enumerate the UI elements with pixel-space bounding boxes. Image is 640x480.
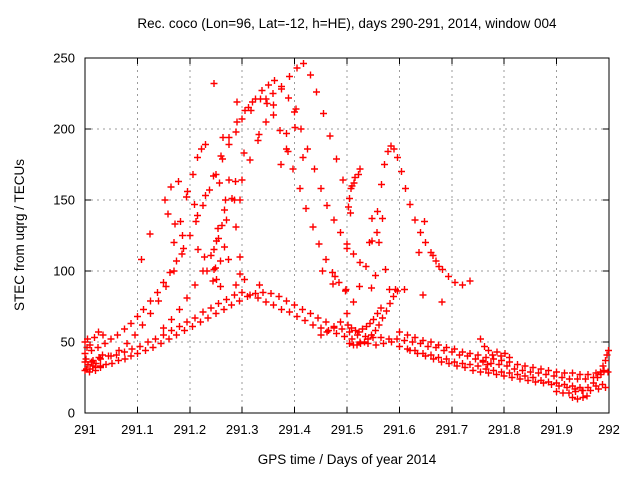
x-tick-label: 291.2 <box>174 422 207 437</box>
x-tick-label: 291.3 <box>226 422 259 437</box>
x-tick-label: 291.4 <box>278 422 311 437</box>
x-axis-label: GPS time / Days of year 2014 <box>257 452 437 467</box>
x-tick-label: 291.9 <box>540 422 573 437</box>
y-tick-label: 250 <box>53 51 75 66</box>
y-tick-label: 200 <box>53 122 75 137</box>
x-tick-label: 291.8 <box>488 422 521 437</box>
x-tick-label: 292 <box>598 422 620 437</box>
y-axis-label: STEC from uqrg / TECUs <box>12 158 27 312</box>
x-tick-label: 291.5 <box>331 422 364 437</box>
y-tick-label: 0 <box>68 406 75 421</box>
x-tick-label: 291 <box>74 422 96 437</box>
y-tick-label: 100 <box>53 264 75 279</box>
chart-title: Rec. coco (Lon=96, Lat=-12, h=HE), days … <box>137 16 557 31</box>
x-tick-label: 291.1 <box>121 422 154 437</box>
x-tick-label: 291.6 <box>383 422 416 437</box>
x-tick-label: 291.7 <box>436 422 469 437</box>
data-points <box>81 60 612 403</box>
y-tick-label: 150 <box>53 193 75 208</box>
y-tick-label: 50 <box>61 335 75 350</box>
